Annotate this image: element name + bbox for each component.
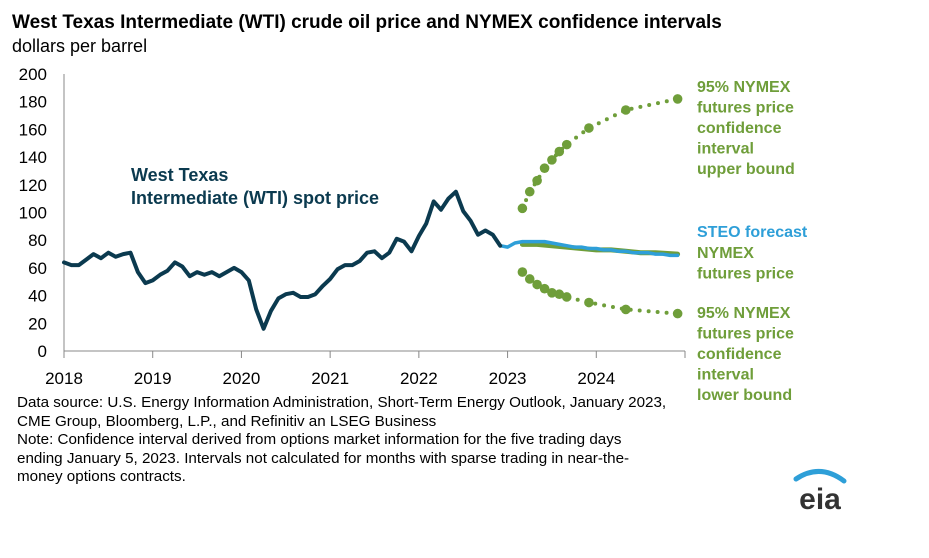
note-line-1: Note: Confidence interval derived from o… <box>17 431 622 448</box>
upper-bound-point <box>672 94 683 104</box>
upper-bound-point <box>584 123 594 133</box>
upper-bound-point <box>561 139 572 150</box>
lower-bound-point <box>584 297 594 308</box>
lower-bound-point <box>517 267 528 277</box>
y-tick-label: 200 <box>19 65 47 84</box>
steo-forecast-line <box>498 239 680 258</box>
series-layer <box>62 94 683 331</box>
lower-bound-label: 95% NYMEX futures price confidence interval… <box>697 305 794 404</box>
lower-bound-point <box>547 288 557 298</box>
lower-bound-point <box>554 289 565 300</box>
lower-bound-point <box>621 304 631 315</box>
wti-spot-line <box>62 189 503 331</box>
y-tick-label: 80 <box>28 231 47 250</box>
x-tick-label: 2020 <box>223 369 261 388</box>
axes: 0 20 40 60 80 100 120 140 160 180 200 2018 2019 2020 2… <box>19 65 686 388</box>
wti-series-label: West Texas Intermediate (WTI) spot price <box>131 165 379 208</box>
steo-forecast-label: STEO forecast <box>697 224 808 241</box>
y-tick-label: 180 <box>19 93 47 112</box>
upper-bound-dotted-line <box>520 96 680 211</box>
y-tick-label: 40 <box>28 287 47 306</box>
eia-logo-arc <box>793 469 847 484</box>
upper-bound-point <box>547 155 557 165</box>
y-tick-label: 120 <box>19 176 47 195</box>
data-source-line-1: Data source: U.S. Energy Information Adm… <box>17 394 667 411</box>
series-labels: West Texas Intermediate (WTI) spot price 9… <box>131 79 808 404</box>
note-line-3: money options contracts. <box>17 468 186 485</box>
x-tick-label: 2022 <box>400 369 438 388</box>
lower-bound-point <box>561 292 572 302</box>
chart-subtitle: dollars per barrel <box>12 36 148 56</box>
upper-bound-label: 95% NYMEX futures price confidence interval… <box>697 79 795 178</box>
x-tick-label: 2021 <box>311 369 349 388</box>
nymex-futures-label: NYMEX futures price <box>697 245 794 283</box>
upper-bound-point <box>524 186 535 197</box>
lower-bound-point <box>524 274 535 284</box>
x-tick-label: 2023 <box>489 369 527 388</box>
y-tick-label: 140 <box>19 148 47 167</box>
upper-bound-point <box>517 203 528 214</box>
upper-bound-point <box>539 163 550 173</box>
eia-logo: eia <box>793 469 847 515</box>
chart-title: West Texas Intermediate (WTI) crude oil … <box>12 12 722 33</box>
y-tick-label: 0 <box>38 342 47 361</box>
upper-bound-point <box>621 105 631 115</box>
y-tick-label: 20 <box>28 314 47 333</box>
y-tick-label: 60 <box>28 259 47 278</box>
upper-bound-point <box>532 175 542 186</box>
y-tick-label: 100 <box>19 204 47 223</box>
data-source-line-2: CME Group, Bloomberg, L.P., and Refiniti… <box>17 412 437 430</box>
lower-bound-point <box>672 308 683 319</box>
eia-logo-text: eia <box>799 483 841 515</box>
lower-bound-point <box>539 283 550 294</box>
notes-block: Data source: U.S. Energy Information Adm… <box>17 394 666 487</box>
x-tick-label: 2019 <box>134 369 172 388</box>
y-tick-label: 160 <box>19 120 47 139</box>
lower-bound-point <box>532 279 542 290</box>
note-line-2: ending January 5, 2023. Intervals not ca… <box>17 449 630 467</box>
x-tick-label: 2018 <box>45 369 83 388</box>
x-tick-label: 2024 <box>577 369 615 388</box>
upper-bound-point <box>554 146 565 157</box>
